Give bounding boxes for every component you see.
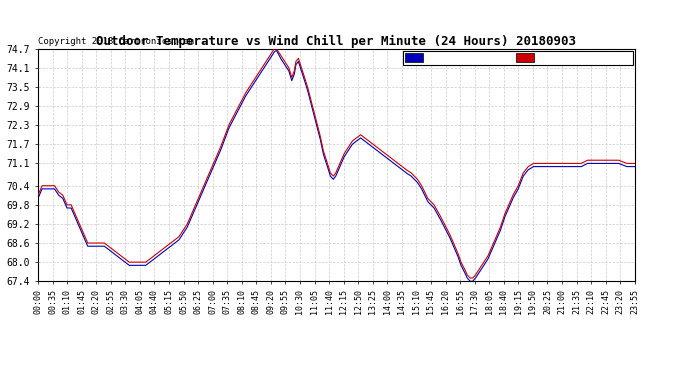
Legend: Wind Chill (°F), Temperature (°F): Wind Chill (°F), Temperature (°F) xyxy=(403,51,633,64)
Text: Copyright 2018 Cartronics.com: Copyright 2018 Cartronics.com xyxy=(38,38,194,46)
Title: Outdoor Temperature vs Wind Chill per Minute (24 Hours) 20180903: Outdoor Temperature vs Wind Chill per Mi… xyxy=(97,34,576,48)
